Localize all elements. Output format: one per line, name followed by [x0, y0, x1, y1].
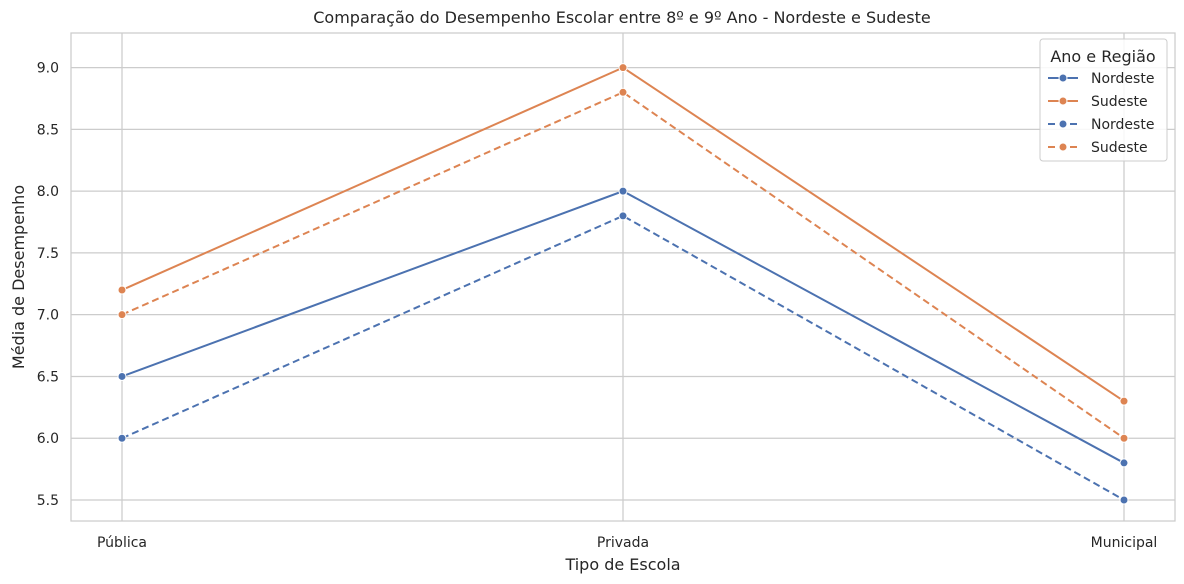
- legend-box: [1039, 38, 1168, 162]
- legend-label: Nordeste: [1091, 117, 1154, 133]
- series-line: [121, 91, 1125, 440]
- data-point: [1119, 396, 1129, 406]
- data-point: [117, 433, 127, 443]
- y-tick-label: 6.5: [37, 369, 59, 385]
- data-point: [618, 186, 628, 196]
- data-point: [117, 310, 127, 320]
- y-tick-label: 5.5: [37, 493, 59, 509]
- x-tick-labels: Pública Privada Municipal: [97, 535, 1157, 551]
- legend-marker: [1058, 73, 1068, 83]
- legend-label: Nordeste: [1091, 71, 1154, 87]
- series-1: [117, 63, 1129, 406]
- legend-title: Ano e Região: [1050, 47, 1155, 66]
- y-tick-label: 9.0: [37, 61, 59, 77]
- series-line: [121, 214, 1125, 501]
- y-tick-label: 6.0: [37, 431, 59, 447]
- data-point: [618, 87, 628, 97]
- data-point: [1119, 458, 1129, 468]
- data-point: [117, 371, 127, 381]
- data-point: [1119, 495, 1129, 505]
- legend-marker: [1058, 142, 1068, 152]
- x-tick-label: Pública: [97, 535, 147, 551]
- y-tick-label: 7.5: [37, 246, 59, 262]
- legend-label: Sudeste: [1091, 140, 1148, 156]
- x-axis-label: Tipo de Escola: [564, 555, 680, 574]
- series-0: [117, 186, 1129, 468]
- legend-marker: [1058, 119, 1068, 129]
- legend-entry: Nordeste: [1048, 117, 1154, 133]
- legend-entry: Sudeste: [1048, 140, 1148, 156]
- chart-title: Comparação do Desempenho Escolar entre 8…: [313, 8, 930, 27]
- data-point: [618, 63, 628, 73]
- legend-entries: Nordeste Sudeste Nordeste Sudeste: [1048, 71, 1154, 156]
- y-axis-label: Média de Desempenho: [9, 185, 28, 369]
- series-lines: [117, 63, 1129, 505]
- y-tick-labels: 5.5 6.0 6.5 7.0 7.5 8.0 8.5 9.0: [37, 61, 59, 509]
- legend-entry: Sudeste: [1048, 94, 1148, 110]
- series-2: [117, 211, 1129, 505]
- grid-lines: [71, 33, 1175, 521]
- y-tick-label: 8.5: [37, 122, 59, 138]
- legend-label: Sudeste: [1091, 94, 1148, 110]
- x-tick-label: Municipal: [1091, 535, 1158, 551]
- plot-area-frame: [70, 32, 1176, 522]
- data-point: [618, 211, 628, 221]
- legend-marker: [1058, 96, 1068, 106]
- y-tick-label: 8.0: [37, 184, 59, 200]
- data-point: [117, 285, 127, 295]
- x-tick-label: Privada: [597, 535, 649, 551]
- legend: Ano e Região Nordeste Sudeste Nordeste Sude…: [1039, 38, 1168, 162]
- series-3: [117, 87, 1129, 443]
- legend-entry: Nordeste: [1048, 71, 1154, 87]
- data-point: [1119, 433, 1129, 443]
- y-tick-label: 7.0: [37, 308, 59, 324]
